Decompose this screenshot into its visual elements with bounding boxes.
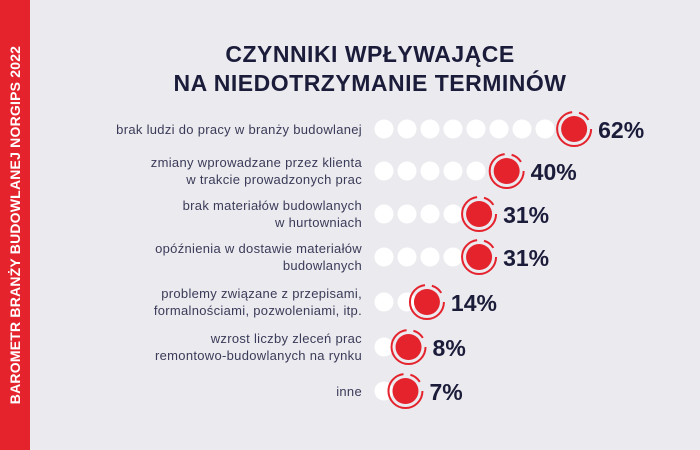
chart-title-line-1: CZYNNIKI WPŁYWAJĄCE [225,41,515,67]
bar-dot [489,119,509,139]
category-label-line: w trakcie prowadzonych prac [186,172,362,187]
bar-value-label: 31% [503,245,549,271]
bar-value-label: 40% [531,159,577,185]
bar-end-ring [461,239,498,275]
bar-dot [397,119,417,139]
bar-end-ring [488,153,525,189]
bar-dot [374,119,394,139]
side-banner: BAROMETR BRANŻY BUDOWLANEJ NORGIPS 2022 [0,0,30,450]
category-label: zmiany wprowadzane przez klienta w trakci… [40,154,362,188]
chart-title: CZYNNIKI WPŁYWAJĄCE NA NIEDOTRZYMANIE TE… [160,40,580,98]
bar-dot [466,161,486,181]
bar-dot [443,119,463,139]
category-label: opóźnienia w dostawie materiałów budowlan… [40,240,362,274]
bar-dot [443,247,463,267]
bar-dot [374,292,394,312]
category-label-line: opóźnienia w dostawie materiałów [155,241,362,256]
bar-dot [374,161,394,181]
bar-value-label: 8% [433,335,466,361]
bar-end-marker [392,378,419,404]
bar-end-ring [461,196,498,232]
bar-dot [512,119,532,139]
bar-dot [420,119,440,139]
category-label: brak materiałów budowlanych w hurtowniach [40,197,362,231]
bar-dot [397,161,417,181]
bar-dot [535,119,555,139]
bar-value-label: 7% [429,379,462,405]
category-label-line: wzrost liczby zleceń prac [210,331,362,346]
category-label-line: inne [336,383,362,399]
bar-dot [374,247,394,267]
chart-title-line-2: NA NIEDOTRZYMANIE TERMINÓW [173,70,567,96]
bar-end-ring [556,111,593,147]
category-label-line: w hurtowniach [275,215,362,230]
bar-end-ring [408,284,445,320]
bar-dot [397,204,417,224]
bar-dot [397,247,417,267]
bar-dot [397,292,417,312]
category-label-line: brak ludzi do pracy w branży budowlanej [116,121,362,137]
bar-end-marker [413,289,440,315]
bar-dot [420,247,440,267]
bar-end-marker [466,201,493,227]
category-label: wzrost liczby zleceń prac remontowo-budow… [40,330,362,364]
bar-value-label: 14% [451,290,497,316]
category-label: problemy związane z przepisami, formalnoś… [40,285,362,319]
bar-end-marker [466,244,493,270]
category-label-line: problemy związane z przepisami, [161,286,362,301]
bar-value-label: 62% [598,117,644,143]
category-label-line: zmiany wprowadzane przez klienta [150,155,362,170]
category-label: inne [40,383,362,400]
bar-end-marker [493,158,520,184]
category-label-line: formalnościami, pozwoleniami, itp. [153,303,362,318]
category-label-line: budowlanych [282,258,362,273]
bar-dot [466,119,486,139]
bar-value-label: 31% [503,202,549,228]
bar-end-marker [561,116,588,142]
category-label-line: brak materiałów budowlanych [182,198,362,213]
bar-end-ring [390,329,427,365]
bar-dot [420,161,440,181]
category-label-line: remontowo-budowlanych na rynku [155,348,362,363]
bar-dot [374,204,394,224]
bar-dot [420,204,440,224]
bar-dot [374,337,394,357]
category-label: brak ludzi do pracy w branży budowlanej [40,121,362,138]
bar-dot [443,204,463,224]
bar-end-marker [395,334,422,360]
bar-dot [443,161,463,181]
bar-end-ring [387,373,424,409]
